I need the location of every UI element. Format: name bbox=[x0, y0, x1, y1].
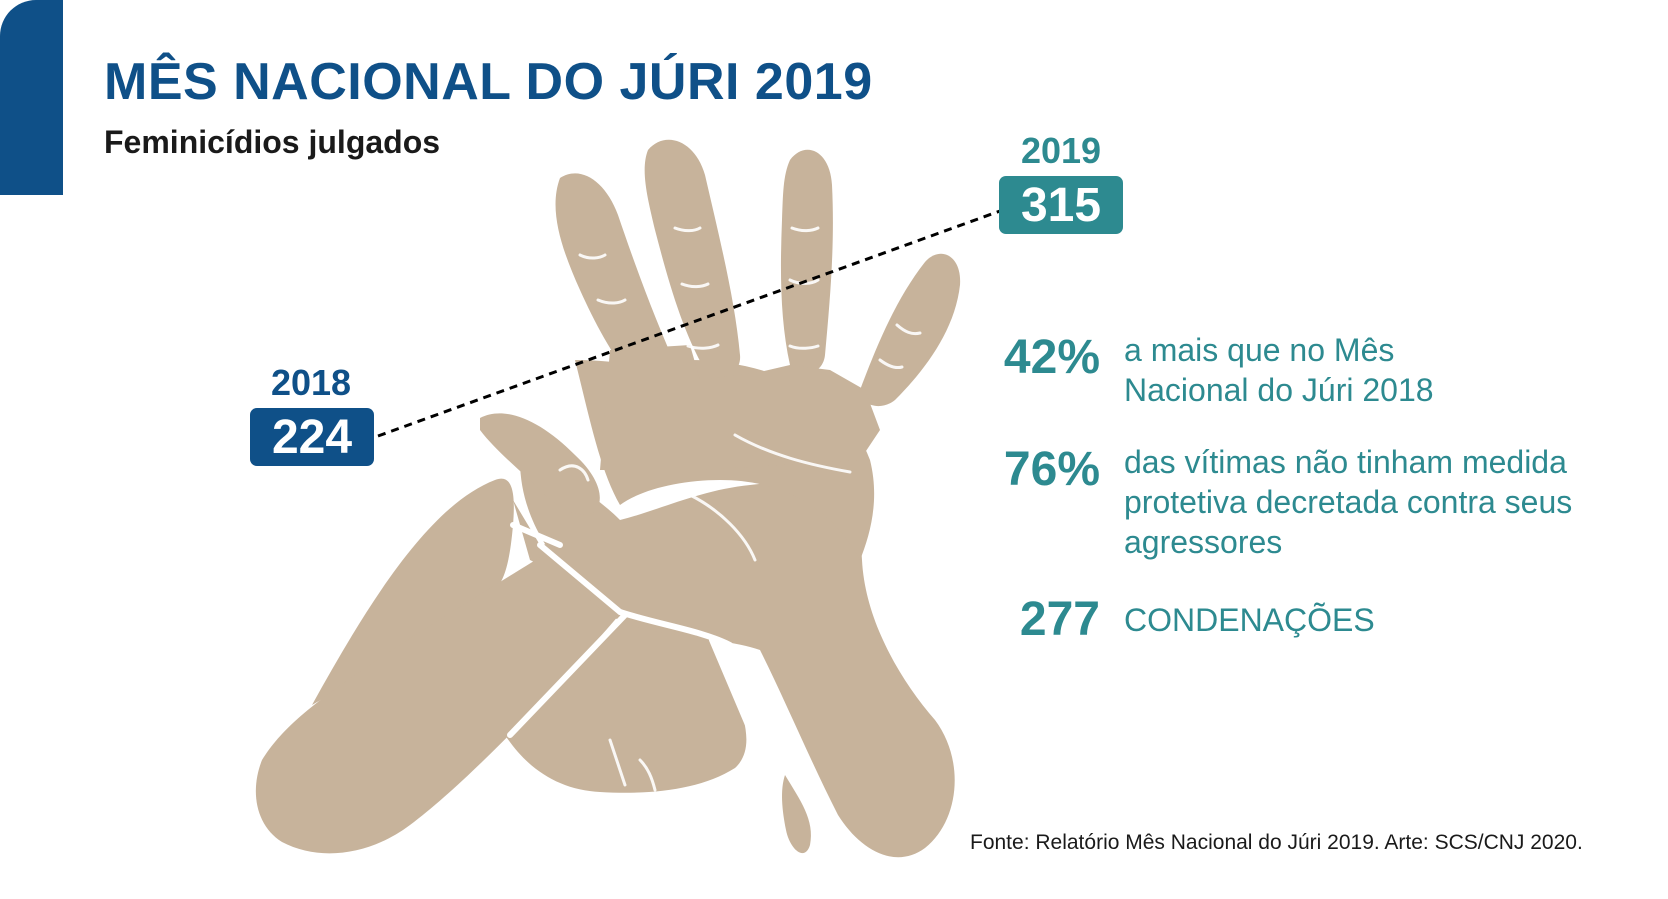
page-title: MÊS NACIONAL DO JÚRI 2019 bbox=[104, 53, 873, 111]
stat-value: 277 bbox=[1019, 593, 1100, 646]
source-footer: Fonte: Relatório Mês Nacional do Júri 20… bbox=[970, 831, 1583, 854]
stat-text: CONDENAÇÕES bbox=[1124, 602, 1375, 638]
stat-no-protective-measure: 76% das vítimas não tinham medida protet… bbox=[980, 442, 1624, 562]
stat-increase: 42% a mais que no Mês Nacional do Júri 2… bbox=[980, 330, 1504, 410]
stat-value: 42% bbox=[1003, 331, 1100, 384]
stat-value: 76% bbox=[1003, 443, 1100, 496]
page-subtitle: Feminicídios julgados bbox=[104, 124, 441, 160]
year-2019-label: 2019 bbox=[1020, 130, 1102, 171]
stat-convictions: 277 CONDENAÇÕES bbox=[980, 592, 1664, 648]
value-2018-badge: 224 bbox=[250, 408, 374, 466]
trend-line bbox=[377, 209, 1001, 438]
stat-text: das vítimas não tinham medida protetiva … bbox=[1124, 444, 1573, 560]
accent-bar bbox=[0, 0, 63, 195]
year-2018-label: 2018 bbox=[270, 362, 352, 403]
value-2019-badge: 315 bbox=[999, 176, 1123, 234]
stat-text: a mais que no Mês Nacional do Júri 2018 bbox=[1124, 332, 1434, 408]
